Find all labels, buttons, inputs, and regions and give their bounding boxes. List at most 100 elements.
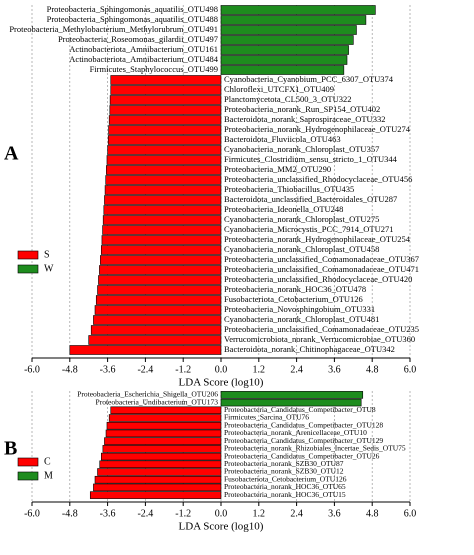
panel-letter: B xyxy=(4,438,17,460)
bar-label: Proteobacteria_Ideonella_OTU248 xyxy=(224,204,343,214)
bar xyxy=(97,285,222,295)
bar-label: Proteobacteria_Escherichia_Shigella_OTU2… xyxy=(77,390,218,399)
x-tick-label: -4.8 xyxy=(62,508,78,519)
bar xyxy=(220,55,348,65)
bar-label: Proteobacteria_Roseomonas_gilardii_OTU49… xyxy=(58,34,218,44)
bar xyxy=(110,85,222,95)
bar-label: Cyanobacteria_Cyanobium_PCC_6307_OTU374 xyxy=(224,74,394,84)
x-tick-label: 2.4 xyxy=(290,364,303,375)
bar xyxy=(110,406,222,415)
legend-swatch xyxy=(17,264,39,274)
bar xyxy=(220,45,349,55)
bar xyxy=(99,460,222,469)
bar-label: Cyanobacteria_norank_Chloroplast_OTU458 xyxy=(224,244,379,254)
legend-swatch xyxy=(17,471,39,481)
bar xyxy=(104,437,222,445)
bar-label: Proteobacteria_Candidatus_Competibacter_… xyxy=(224,436,383,445)
legend-label: W xyxy=(44,263,54,274)
legend-label: C xyxy=(44,456,51,467)
bar xyxy=(99,265,222,275)
bar-label: Proteobacteria_norank_SZB30_OTU87 xyxy=(224,459,344,468)
bar xyxy=(110,75,222,85)
bar xyxy=(97,468,222,476)
bar-label: Fusobacteriota_Cetobacterium_OTU126 xyxy=(224,294,363,304)
x-tick-label: 1.2 xyxy=(253,508,266,519)
bar xyxy=(95,295,222,305)
bar xyxy=(105,175,222,185)
bar-label: Verrucomicrobiota_norank_Verrucomicrobia… xyxy=(224,334,415,344)
bar-label: Fusobacteriota_Cetobacterium_OTU126 xyxy=(224,474,347,483)
bar-label: Bacteroidota_unclassified_Bacteroidales_… xyxy=(224,194,397,204)
bar xyxy=(220,5,376,15)
x-tick-label: -1.2 xyxy=(175,364,191,375)
bar xyxy=(89,491,222,499)
x-axis-title: LDA Score (log10) xyxy=(179,377,264,389)
bar xyxy=(220,15,367,25)
bar-label: Proteobacteria_norank_HOC36_OTU15 xyxy=(224,490,346,499)
bar-label: Proteobacteria_unclassified_Rhodocyclace… xyxy=(224,174,412,184)
bar xyxy=(220,398,362,407)
bar xyxy=(105,429,222,438)
bar-label: Bacteroidota_norank_Chitinophagaceae_OTU… xyxy=(224,344,395,354)
x-tick-label: 6.0 xyxy=(404,508,417,519)
x-tick-label: 3.6 xyxy=(328,364,341,375)
bar-label: Planctomycetota_CL500_3_OTU322 xyxy=(224,94,351,104)
bar-label: Proteobacteria_unclassified_Comamonadace… xyxy=(224,324,419,334)
bar xyxy=(93,315,222,325)
bar-label: Cyanobacteria_norank_Chloroplast_OTU481 xyxy=(224,314,379,324)
bar-label: Proteobacteria_norank_HOC36_OTU65 xyxy=(224,482,346,491)
bar-label: Bacteroidota_norank_Saprospiraceae_OTU33… xyxy=(224,114,385,124)
bar xyxy=(220,391,364,399)
bar xyxy=(98,275,222,285)
bar xyxy=(107,135,222,145)
bar xyxy=(106,165,222,175)
x-tick-label: 1.2 xyxy=(253,364,266,375)
x-tick-label: 4.8 xyxy=(366,364,379,375)
bar xyxy=(90,325,222,335)
bar-label: Chloroflexi_UTCFX1_OTU409 xyxy=(224,84,334,94)
legend-label: S xyxy=(44,249,50,260)
bar-label: Proteobacteria_Undibacterium_OTU173 xyxy=(96,397,219,406)
bar-label: Proteobacteria_Sphingomonas_aquatilis_OT… xyxy=(47,4,218,14)
bar xyxy=(220,35,354,45)
bar xyxy=(108,115,222,125)
bar-label: Proteobacteria_Candidatus_Competibacter_… xyxy=(224,405,376,414)
bar-label: Proteobacteria_Thiobacillus_OTU435 xyxy=(224,184,354,194)
bar-label: Proteobacteria_norank_Rhizobiales_Incert… xyxy=(224,444,406,453)
bar-label: Cyanobacteria_Microcystis_PCC_7914_OTU27… xyxy=(224,224,394,234)
x-tick-label: 0.0 xyxy=(215,508,228,519)
bar-label: Cyanobacteria_norank_Chloroplast_OTU357 xyxy=(224,144,379,154)
x-tick-label: -2.4 xyxy=(137,508,153,519)
bar-label: Bacteroidota_Fluviicola_OTU463 xyxy=(224,134,341,144)
x-tick-label: 2.4 xyxy=(290,508,303,519)
legend-swatch xyxy=(17,250,39,260)
bar xyxy=(109,105,222,115)
bar-label: Firmicutes_Sarcina_OTU76 xyxy=(224,413,309,422)
bar xyxy=(104,195,222,205)
bar xyxy=(93,483,222,492)
bar-label: Proteobacteria_norank_Arenicellaceae_OTU… xyxy=(224,428,367,437)
bar xyxy=(94,475,222,484)
bar xyxy=(100,255,222,265)
bar-label: Proteobacteria_norank_Hydrogenophilaceae… xyxy=(224,234,411,244)
bar-label: Cyanobacteria_norank_Chloroplast_OTU275 xyxy=(224,214,379,224)
x-tick-label: 6.0 xyxy=(404,364,417,375)
x-tick-label: 0.0 xyxy=(215,364,228,375)
x-tick-label: 4.8 xyxy=(366,508,379,519)
bar-label: Proteobacteria_norank_HOC36_OTU478 xyxy=(224,284,366,294)
x-tick-label: -6.0 xyxy=(24,364,40,375)
bar xyxy=(220,25,357,35)
x-tick-label: -4.8 xyxy=(62,364,78,375)
bar-label: Proteobacteria_norank_Hydrogenophilaceae… xyxy=(224,124,411,134)
x-tick-label: 3.6 xyxy=(328,508,341,519)
bar xyxy=(94,305,222,315)
bar-label: Proteobacteria_unclassified_Rhodocyclace… xyxy=(224,274,412,284)
bar-label: Actinobacteriota_Amnibacterium_OTU161 xyxy=(69,44,218,54)
bar xyxy=(106,421,222,430)
bar xyxy=(102,215,222,225)
bar xyxy=(108,414,222,422)
bar xyxy=(108,125,222,135)
x-tick-label: -3.6 xyxy=(100,364,116,375)
bar xyxy=(220,65,345,75)
bar xyxy=(101,235,222,245)
